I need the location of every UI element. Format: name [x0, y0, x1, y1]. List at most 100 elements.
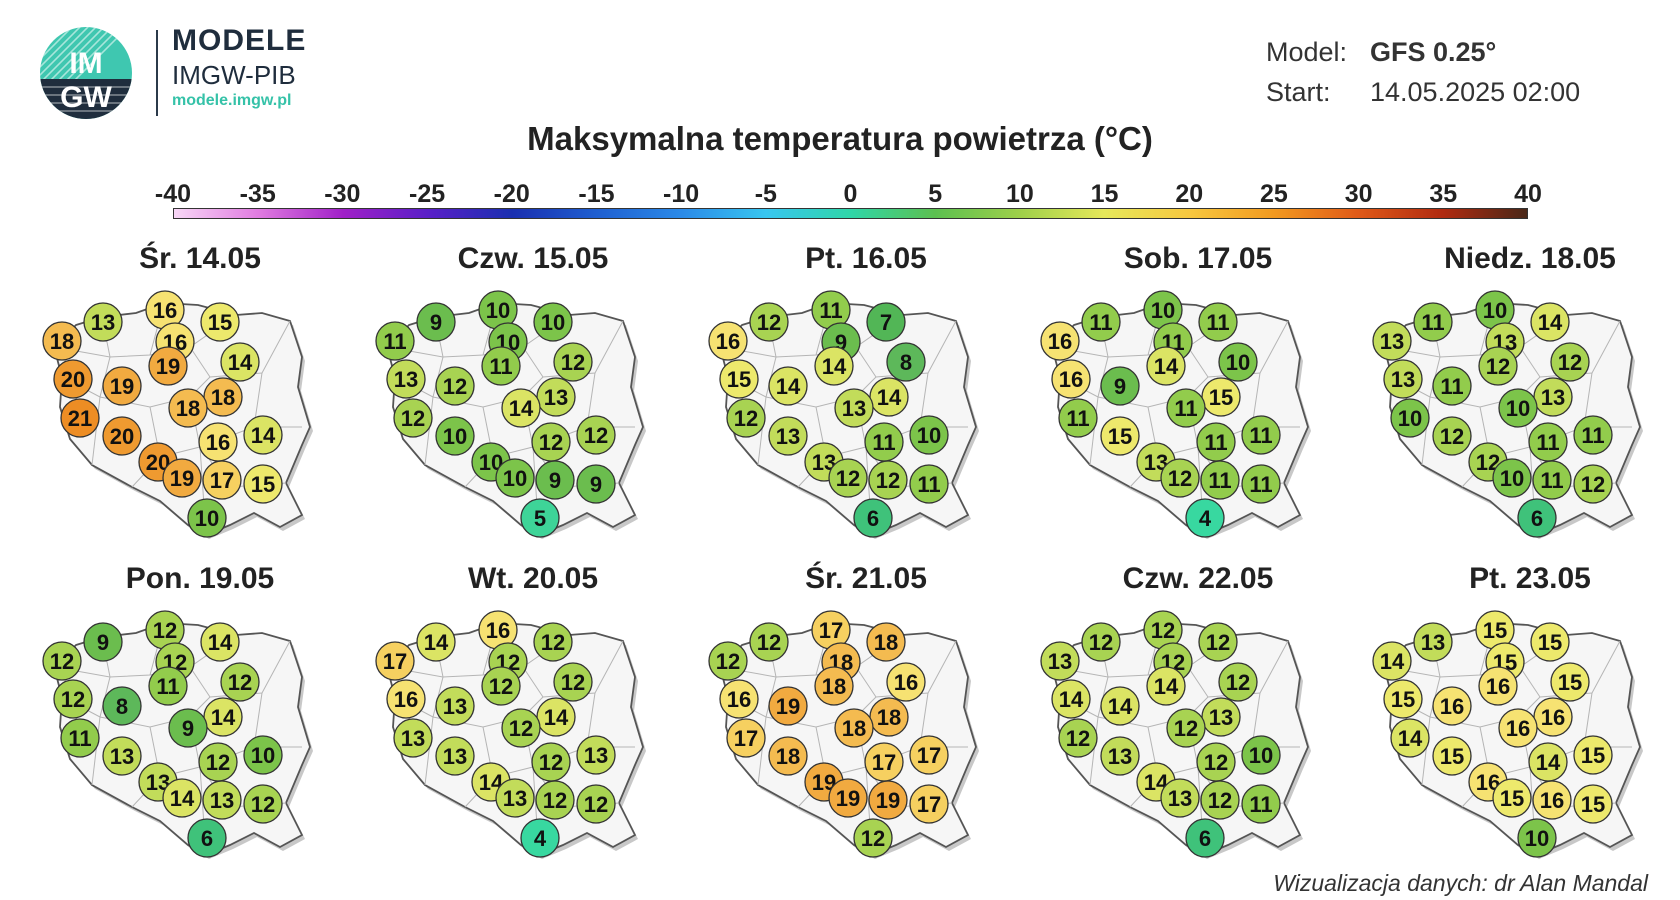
marker-value: 9 — [590, 472, 602, 497]
city-temperature-marker: 12 — [42, 641, 82, 681]
scale-tick-label: -35 — [239, 180, 276, 208]
city-temperature-marker: 14 — [220, 342, 260, 382]
start-row: Start: 14.05.2025 02:00 — [1266, 72, 1580, 112]
marker-value: 15 — [1581, 792, 1605, 817]
marker-value: 12 — [509, 716, 533, 741]
marker-circle — [533, 622, 573, 662]
marker-value: 12 — [836, 466, 860, 491]
marker-circle — [83, 302, 123, 342]
marker-circle — [148, 346, 188, 386]
marker-circle — [102, 366, 142, 406]
marker-circle — [1040, 641, 1080, 681]
scale-tick-label: -40 — [154, 180, 192, 208]
marker-value: 14 — [877, 385, 902, 410]
city-temperature-marker: 12 — [708, 641, 748, 681]
marker-circle — [53, 359, 93, 399]
city-temperature-marker: 18 — [168, 388, 208, 428]
city-temperature-marker: 14 — [869, 377, 909, 417]
city-temperature-marker: 9 — [535, 460, 575, 500]
region-border — [1089, 396, 1099, 466]
marker-circle — [148, 666, 188, 706]
marker-value: 12 — [153, 618, 177, 643]
marker-circle — [1198, 622, 1238, 662]
marker-value: 12 — [489, 674, 513, 699]
marker-value: 17 — [819, 618, 843, 643]
forecast-panel: Pon. 19.05 9 12 14 12 12 12 12 8 11 14 11 9 13 12 10 13 1… — [40, 562, 360, 882]
scale-tick-label: 20 — [1175, 180, 1204, 208]
city-temperature-marker: 12 — [828, 458, 868, 498]
city-temperature-marker: 11 — [1241, 415, 1281, 455]
marker-circle — [576, 464, 616, 504]
marker-value: 15 — [1558, 670, 1582, 695]
marker-value: 6 — [201, 826, 213, 851]
city-temperature-marker: 15 — [1383, 679, 1423, 719]
city-temperature-marker: 18 — [814, 666, 854, 706]
marker-value: 16 — [727, 687, 751, 712]
city-temperature-marker: 12 — [533, 622, 573, 662]
city-temperature-marker: 12 — [531, 422, 571, 462]
marker-circle — [533, 302, 573, 342]
model-row: Model: GFS 0.25° — [1266, 32, 1580, 72]
city-temperature-marker: 10 — [187, 498, 227, 538]
marker-value: 14 — [544, 705, 569, 730]
city-temperature-marker: 11 — [1200, 460, 1240, 500]
city-temperature-marker: 17 — [864, 742, 904, 782]
marker-circle — [481, 666, 521, 706]
marker-value: 20 — [110, 424, 134, 449]
city-temperature-marker: 12 — [1058, 718, 1098, 758]
marker-value: 9 — [549, 468, 561, 493]
city-temperature-marker: 12 — [1143, 610, 1183, 650]
marker-value: 13 — [1168, 786, 1192, 811]
marker-circle — [42, 641, 82, 681]
brand-url[interactable]: modele.imgw.pl — [172, 92, 292, 109]
marker-value: 12 — [757, 630, 781, 655]
scale-tick-label: 35 — [1429, 180, 1458, 208]
marker-value: 16 — [1540, 788, 1564, 813]
marker-circle — [1100, 736, 1140, 776]
marker-value: 13 — [544, 385, 568, 410]
marker-circle — [1492, 458, 1532, 498]
marker-circle — [481, 346, 521, 386]
marker-circle — [1372, 641, 1412, 681]
city-temperature-marker: 12 — [1432, 416, 1472, 456]
marker-value: 20 — [61, 367, 85, 392]
city-temperature-marker: 11 — [1432, 366, 1472, 406]
marker-value: 12 — [584, 423, 608, 448]
panel-date: Sob. 17.05 — [1123, 242, 1273, 275]
marker-circle — [243, 415, 283, 455]
city-temperature-marker: 15 — [719, 359, 759, 399]
marker-value: 10 — [1249, 743, 1273, 768]
marker-value: 18 — [842, 716, 866, 741]
marker-value: 16 — [1059, 367, 1083, 392]
city-temperature-marker: 12 — [1218, 662, 1258, 702]
city-temperature-marker: 12 — [1081, 622, 1121, 662]
marker-circle — [1550, 342, 1590, 382]
marker-value: 11 — [1249, 472, 1272, 497]
marker-value: 11 — [1066, 406, 1089, 431]
scale-bar — [173, 208, 1528, 219]
marker-value: 16 — [394, 687, 418, 712]
scale-tick-label: 15 — [1090, 180, 1119, 208]
marker-circle — [1573, 735, 1613, 775]
city-temperature-marker: 12 — [53, 679, 93, 719]
marker-value: 10 — [1500, 466, 1524, 491]
marker-value: 12 — [876, 468, 900, 493]
marker-circle — [1160, 778, 1200, 818]
scale-tick-label: 40 — [1514, 180, 1542, 208]
city-temperature-marker: 12 — [1160, 458, 1200, 498]
city-temperature-marker: 12 — [501, 708, 541, 748]
marker-value: 12 — [1486, 354, 1510, 379]
marker-circle — [1185, 498, 1225, 538]
marker-circle — [1573, 464, 1613, 504]
marker-value: 9 — [182, 716, 194, 741]
city-temperature-marker: 17 — [726, 718, 766, 758]
marker-circle — [202, 780, 242, 820]
city-temperature-marker: 11 — [375, 321, 415, 361]
marker-value: 19 — [110, 374, 134, 399]
city-temperature-marker: 8 — [102, 686, 142, 726]
marker-value: 12 — [1558, 350, 1582, 375]
city-temperature-marker: 19 — [102, 366, 142, 406]
city-temperature-marker: 16 — [1532, 780, 1572, 820]
map-title: Maksymalna temperatura powietrza (°C) — [527, 120, 1153, 157]
